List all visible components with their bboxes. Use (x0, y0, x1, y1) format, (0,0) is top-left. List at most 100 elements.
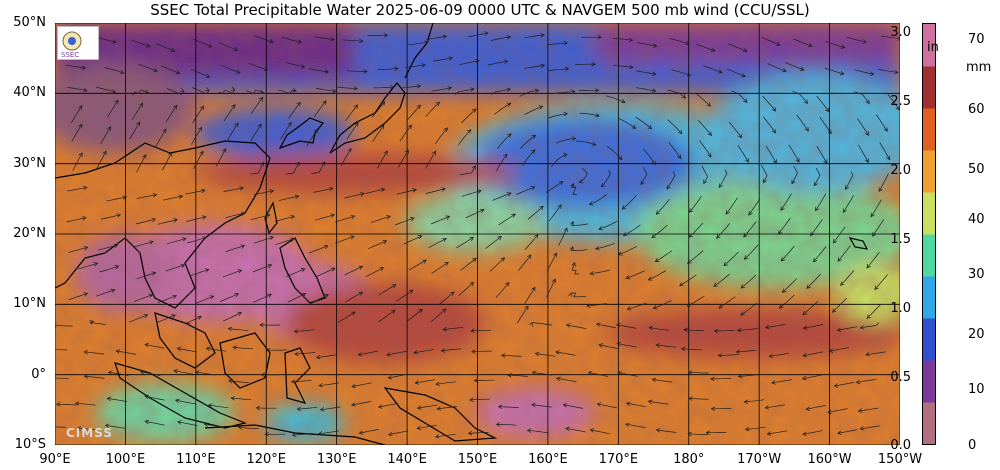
wind-arrowhead (300, 64, 306, 69)
wind-arrowhead (864, 131, 869, 136)
wind-arrowhead (621, 205, 627, 210)
wind-arrowhead (740, 311, 745, 316)
wind-arrowhead (232, 345, 237, 350)
wind-streamline (854, 69, 874, 75)
wind-arrowhead (832, 238, 838, 244)
colorbar-mm-tick: 40 (968, 212, 985, 227)
wind-arrowhead (825, 107, 830, 113)
wind-streamline (136, 154, 147, 173)
wind-streamline (860, 322, 880, 329)
wind-streamline (625, 423, 646, 428)
wind-streamline (653, 300, 672, 309)
wind-arrowhead (260, 161, 265, 167)
wind-streamline (474, 379, 495, 382)
wind-streamline (527, 429, 548, 434)
wind-streamline (104, 67, 124, 74)
wind-streamline (669, 38, 690, 45)
wind-streamline (866, 251, 880, 269)
wind-streamline (518, 254, 532, 271)
wind-streamline (579, 167, 588, 183)
wind-arrowhead (710, 376, 715, 382)
wind-streamline (106, 196, 127, 202)
wind-arrowhead (648, 325, 653, 331)
wind-arrowhead (148, 293, 154, 298)
wind-arrowhead (651, 160, 656, 166)
wind-streamline (100, 214, 121, 220)
wind-arrowhead (194, 370, 200, 375)
longitude-label: 110°E (176, 452, 216, 467)
wind-streamline (711, 407, 732, 410)
wind-streamline (687, 433, 708, 435)
wind-arrowhead (781, 288, 787, 293)
hawaii-coast (848, 237, 869, 250)
wind-streamline (588, 372, 609, 377)
wind-arrowhead (497, 236, 502, 241)
wind-streamline (612, 37, 633, 41)
wind-streamline (531, 404, 552, 408)
wind-arrowhead (718, 304, 723, 309)
wind-arrowhead (534, 351, 540, 357)
wind-streamline (651, 224, 668, 238)
wind-arrowhead (239, 186, 245, 191)
wind-arrowhead (883, 127, 888, 132)
wind-arrowhead (237, 311, 243, 317)
wind-streamline (723, 251, 739, 266)
wind-streamline (297, 406, 318, 410)
wind-arrowhead (640, 180, 645, 186)
wind-streamline (844, 171, 854, 190)
wind-streamline (225, 212, 246, 219)
wind-streamline (655, 250, 673, 262)
wind-arrowhead (526, 428, 532, 433)
wind-streamline (155, 128, 167, 147)
wind-streamline (250, 97, 263, 114)
wind-arrowhead (683, 327, 688, 333)
malay-coast (154, 312, 216, 369)
latitude-label: 0° (31, 366, 46, 382)
wind-arrowhead (259, 322, 264, 328)
wind-arrowhead (353, 86, 358, 91)
wind-streamline (344, 193, 365, 199)
wind-arrowhead (563, 111, 568, 117)
wind-arrowhead (144, 89, 149, 94)
wind-arrowhead (805, 406, 811, 411)
wind-arrowhead (598, 226, 603, 231)
wind-arrowhead (259, 89, 265, 94)
wind-arrowhead (353, 104, 359, 109)
wind-arrowhead (142, 154, 147, 159)
wind-streamline (315, 214, 335, 221)
wind-arrowhead (558, 181, 564, 186)
wind-streamline (316, 354, 337, 358)
wind-streamline (378, 402, 399, 408)
wind-streamline (598, 220, 618, 230)
wind-streamline (771, 379, 792, 384)
wind-streamline (228, 328, 249, 331)
wind-arrowhead (83, 185, 88, 191)
wind-arrowhead (201, 215, 207, 220)
wind-arrowhead (568, 292, 573, 298)
wind-streamline (832, 297, 847, 313)
wind-arrowhead (869, 71, 875, 76)
wind-streamline (879, 142, 891, 160)
wind-streamline (206, 347, 227, 352)
wind-arrowhead (743, 255, 749, 260)
wind-streamline (107, 100, 119, 118)
wind-arrowhead (588, 201, 594, 206)
wind-arrowhead (394, 66, 399, 72)
wind-streamline (618, 117, 636, 129)
wind-streamline (377, 68, 398, 70)
wind-arrowhead (258, 96, 264, 102)
wind-streamline (252, 264, 272, 273)
wind-streamline (281, 37, 302, 43)
wind-streamline (649, 327, 669, 331)
wind-streamline (856, 378, 877, 383)
wind-arrowhead (295, 161, 300, 167)
wind-arrowhead (578, 179, 584, 184)
wind-streamline (579, 112, 600, 117)
wind-arrowhead (265, 213, 271, 218)
wind-arrowhead (859, 426, 865, 431)
wind-streamline (810, 219, 823, 236)
wind-arrowhead (233, 46, 239, 52)
wind-arrowhead (710, 406, 716, 412)
wind-arrowhead (380, 124, 385, 130)
wind-arrowhead (565, 426, 570, 432)
